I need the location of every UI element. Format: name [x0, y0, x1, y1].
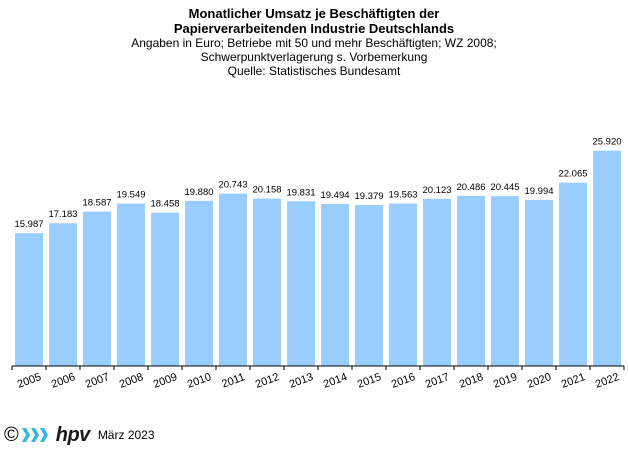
data-label-2014: 19.494 [320, 190, 349, 201]
x-tick-label-2005: 2005 [16, 371, 43, 391]
footer: © hpv März 2023 [4, 423, 155, 447]
x-tick-label-2012: 2012 [254, 371, 281, 391]
x-tick-label-2018: 2018 [458, 371, 485, 391]
x-tick-label-2017: 2017 [424, 371, 451, 391]
bar-2012 [253, 198, 281, 366]
x-tick-label-2007: 2007 [84, 371, 111, 391]
data-label-2010: 19.880 [184, 187, 213, 198]
bar-2009 [151, 212, 179, 366]
bar-2019 [491, 196, 519, 366]
data-label-2015: 19.379 [354, 191, 383, 202]
data-label-2018: 20.486 [456, 182, 485, 193]
data-label-2021: 22.065 [558, 169, 587, 180]
hpv-logo-stripes-icon [21, 428, 48, 442]
chart-title-line-2: Papierverarbeitenden Industrie Deutschla… [173, 21, 455, 36]
data-label-2006: 17.183 [48, 209, 77, 220]
x-tick-label-2013: 2013 [288, 371, 315, 391]
chart-title-block: Monatlicher Umsatz je Beschäftigten der … [0, 6, 628, 78]
bar-2006 [49, 223, 77, 366]
bar-2018 [457, 195, 485, 366]
chart-source: Quelle: Statistisches Bundesamt [227, 64, 401, 78]
data-label-2022: 25.920 [592, 137, 621, 148]
logo-stripe [21, 428, 30, 442]
x-tick-label-2010: 2010 [186, 371, 213, 391]
chart-title-line-1: Monatlicher Umsatz je Beschäftigten der [188, 6, 440, 21]
x-tick-label-2021: 2021 [560, 371, 587, 391]
bar-2022 [593, 150, 621, 366]
data-label-2011: 20.743 [218, 180, 247, 191]
data-label-2020: 19.994 [524, 186, 553, 197]
bar-2014 [321, 204, 349, 366]
data-label-2012: 20.158 [252, 185, 281, 196]
data-label-2005: 15.987 [14, 219, 43, 230]
data-label-2019: 20.445 [490, 182, 519, 193]
data-label-2008: 19.549 [116, 190, 145, 201]
x-tick-label-2022: 2022 [594, 371, 621, 391]
bar-2007 [83, 211, 111, 366]
x-tick-label-2011: 2011 [220, 371, 246, 390]
logo-stripe [30, 428, 39, 442]
bar-2010 [185, 200, 213, 366]
footer-date: März 2023 [97, 428, 155, 442]
bar-2016 [389, 203, 417, 366]
bar-chart: 15.987 2005 17.183 2006 18.587 2007 19.549 2008… [11, 137, 625, 391]
bar-2015 [355, 205, 383, 366]
bar-2008 [117, 203, 145, 366]
chart-subtitle-line-1: Angaben in Euro; Betriebe mit 50 und meh… [131, 36, 497, 50]
x-tick-label-2019: 2019 [492, 371, 519, 391]
bar-2013 [287, 201, 315, 366]
x-tick-label-2014: 2014 [322, 371, 349, 391]
chart-subtitle-line-2: Schwerpunktverlagerung s. Vorbemerkung [200, 50, 428, 64]
x-tick-label-2015: 2015 [356, 371, 383, 391]
data-label-2013: 19.831 [286, 187, 315, 198]
bar-2017 [423, 198, 451, 366]
data-label-2016: 19.563 [388, 189, 417, 200]
data-label-2017: 20.123 [422, 185, 451, 196]
x-tick-label-2016: 2016 [390, 371, 417, 391]
bar-2011 [219, 193, 247, 366]
bar-2005 [15, 233, 43, 366]
copyright-symbol: © [4, 424, 19, 446]
x-tick-label-2006: 2006 [50, 371, 77, 391]
bar-2020 [525, 199, 553, 366]
hpv-logo-text: hpv [55, 423, 91, 446]
x-tick-label-2009: 2009 [152, 371, 179, 391]
bar-2021 [559, 182, 587, 366]
data-label-2007: 18.587 [82, 198, 111, 209]
x-tick-label-2020: 2020 [526, 371, 553, 391]
x-tick-label-2008: 2008 [118, 371, 145, 391]
logo-stripe [39, 428, 48, 442]
data-label-2009: 18.458 [150, 199, 179, 210]
